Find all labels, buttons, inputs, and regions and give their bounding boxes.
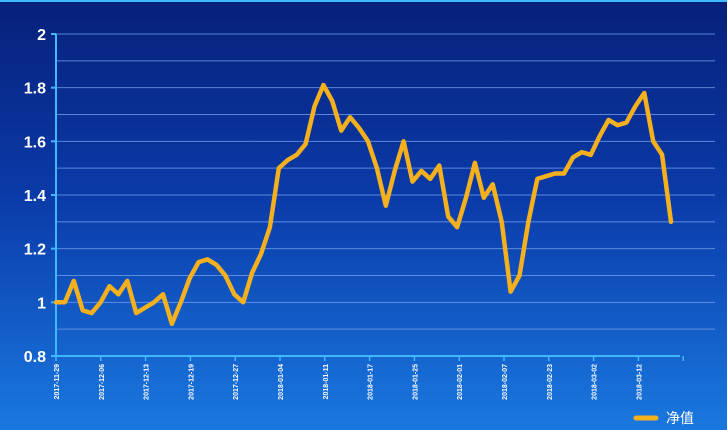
y-tick-label: 1.6 bbox=[24, 134, 46, 151]
y-tick-label: 2 bbox=[37, 27, 46, 44]
gridlines bbox=[56, 33, 715, 330]
x-tick-label: 2018-01-17 bbox=[368, 364, 375, 400]
x-tick-label: 2018-01-11 bbox=[323, 364, 330, 400]
y-tick-label: 1 bbox=[37, 295, 46, 312]
y-tick-label: 1.4 bbox=[24, 188, 46, 205]
x-tick-labels: 2017-11-29 2017-12-06 2017-12-13 2017-12-19… bbox=[54, 364, 643, 400]
x-tick-label: 2017-12-13 bbox=[144, 364, 151, 400]
axes bbox=[51, 33, 684, 361]
x-tick-label: 2017-12-19 bbox=[188, 364, 195, 400]
legend-label: 净值 bbox=[666, 410, 694, 426]
x-tick-label: 2018-02-01 bbox=[457, 364, 464, 400]
x-tick-label: 2018-01-04 bbox=[278, 364, 285, 400]
y-tick-labels: 0.8 1 1.2 1.4 1.6 1.8 2 bbox=[24, 27, 46, 366]
y-tick-label: 1.2 bbox=[24, 242, 46, 259]
y-tick-label: 0.8 bbox=[24, 349, 46, 366]
x-tick-label: 2018-03-12 bbox=[636, 364, 643, 400]
series-lines bbox=[53, 82, 674, 327]
y-tick-label: 1.8 bbox=[24, 81, 46, 98]
series-line-0 bbox=[53, 82, 674, 327]
x-tick-label: 2018-03-02 bbox=[592, 364, 599, 400]
x-tick-label: 2018-02-07 bbox=[502, 364, 509, 400]
x-tick-label: 2017-12-27 bbox=[233, 364, 240, 400]
x-tick-label: 2017-11-29 bbox=[54, 364, 61, 400]
x-tick-label: 2017-12-06 bbox=[99, 364, 106, 400]
legend: 净值 bbox=[633, 410, 694, 426]
x-tick-label: 2018-02-23 bbox=[547, 364, 554, 400]
x-tick-label: 2018-01-25 bbox=[412, 364, 419, 400]
